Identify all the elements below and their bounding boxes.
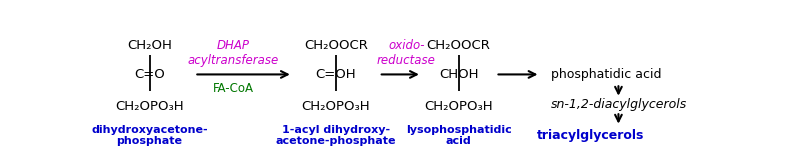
Text: CH₂OOCR: CH₂OOCR <box>427 39 491 52</box>
Text: acyltransferase: acyltransferase <box>187 54 278 67</box>
Text: FA-CoA: FA-CoA <box>213 82 254 95</box>
Text: lysophosphatidic
acid: lysophosphatidic acid <box>406 125 511 146</box>
Text: CH₂OPO₃H: CH₂OPO₃H <box>424 100 493 113</box>
Text: C=OH: C=OH <box>316 68 356 81</box>
Text: phosphatidic acid: phosphatidic acid <box>551 68 661 81</box>
Text: CH₂OH: CH₂OH <box>127 39 172 52</box>
Text: reductase: reductase <box>377 54 436 67</box>
Text: oxido-: oxido- <box>388 39 425 52</box>
Text: sn-1,2-diacylglycerols: sn-1,2-diacylglycerols <box>551 99 687 111</box>
Text: CH₂OPO₃H: CH₂OPO₃H <box>301 100 370 113</box>
Text: CH₂OOCR: CH₂OOCR <box>304 39 368 52</box>
Text: DHAP: DHAP <box>216 39 250 52</box>
Text: triacylglycerols: triacylglycerols <box>537 129 645 142</box>
Text: C=O: C=O <box>134 68 165 81</box>
Text: 1-acyl dihydroxy-
acetone-phosphate: 1-acyl dihydroxy- acetone-phosphate <box>275 125 396 146</box>
Text: dihydroxyacetone-
phosphate: dihydroxyacetone- phosphate <box>91 125 208 146</box>
Text: CH₂OPO₃H: CH₂OPO₃H <box>115 100 184 113</box>
Text: CHOH: CHOH <box>439 68 478 81</box>
